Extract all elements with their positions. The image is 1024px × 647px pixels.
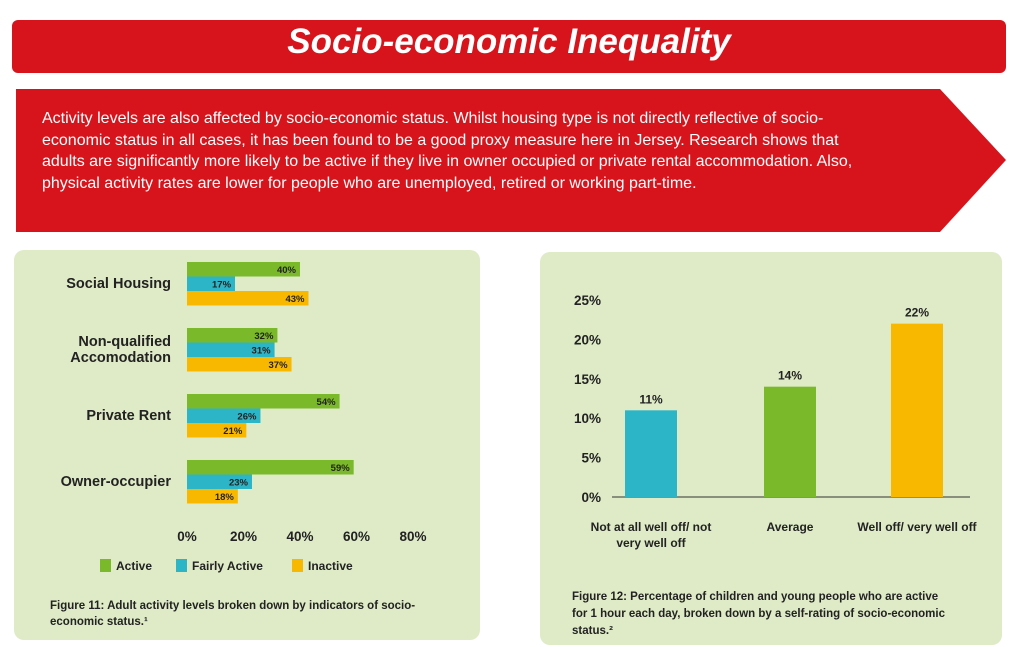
x-tick-label: Well off/ very well off — [857, 520, 977, 534]
category-label: Owner-occupier — [60, 473, 171, 490]
bar — [187, 408, 261, 423]
panel — [14, 250, 480, 640]
bar — [187, 489, 238, 504]
y-tick-label: 25% — [574, 293, 601, 308]
value-label: 54% — [317, 397, 337, 408]
value-label: 43% — [285, 294, 305, 305]
x-tick-label: 40% — [286, 529, 313, 544]
bar — [187, 328, 278, 343]
intro-text: Activity levels are also affected by soc… — [42, 110, 853, 192]
value-label: 17% — [212, 279, 232, 290]
bar — [187, 276, 236, 291]
x-tick-label: Average — [766, 520, 814, 534]
bar — [187, 262, 300, 277]
legend-swatch — [176, 559, 187, 572]
legend-label: Fairly Active — [192, 559, 263, 573]
caption: Figure 11: Adult activity levels broken … — [50, 600, 416, 628]
x-tick-label: Not at all well off/ not very well off — [590, 520, 712, 550]
x-tick-label: 60% — [343, 529, 370, 544]
legend-swatch — [100, 559, 111, 572]
bar — [187, 291, 309, 306]
value-label: 21% — [223, 426, 243, 437]
y-tick-label: 5% — [581, 451, 601, 466]
value-label: 23% — [229, 477, 249, 488]
bar — [187, 342, 275, 357]
bar — [764, 386, 816, 497]
value-label: 32% — [254, 331, 274, 342]
title-banner — [12, 20, 1006, 73]
bar — [187, 394, 340, 409]
bar — [187, 474, 252, 489]
value-label: 14% — [778, 369, 802, 383]
bar — [187, 357, 292, 372]
value-label: 11% — [639, 392, 663, 406]
value-label: 59% — [331, 463, 351, 474]
y-tick-label: 20% — [574, 332, 601, 347]
value-label: 18% — [215, 492, 235, 503]
bar — [625, 410, 677, 497]
y-tick-label: 0% — [581, 490, 601, 505]
value-label: 26% — [237, 411, 257, 422]
legend-swatch — [292, 559, 303, 572]
y-tick-label: 10% — [574, 411, 601, 426]
category-label: Private Rent — [86, 407, 171, 424]
legend-label: Active — [116, 559, 152, 573]
x-tick-label: 80% — [399, 529, 426, 544]
x-tick-label: 0% — [177, 529, 197, 544]
y-tick-label: 15% — [574, 372, 601, 387]
value-label: 22% — [905, 306, 929, 320]
value-label: 37% — [269, 360, 289, 371]
page-title: Socio-economic Inequality — [287, 22, 731, 61]
intro-arrow — [16, 89, 1006, 232]
value-label: 40% — [277, 265, 297, 276]
caption: Figure 12: Percentage of children and yo… — [572, 591, 945, 637]
value-label: 31% — [252, 345, 272, 356]
category-label: Social Housing — [66, 275, 171, 292]
legend-label: Inactive — [308, 559, 353, 573]
category-label: Non-qualified Accomodation — [70, 333, 171, 366]
bar — [891, 323, 943, 497]
bar — [187, 460, 354, 475]
x-tick-label: 20% — [230, 529, 257, 544]
bar — [187, 423, 247, 438]
